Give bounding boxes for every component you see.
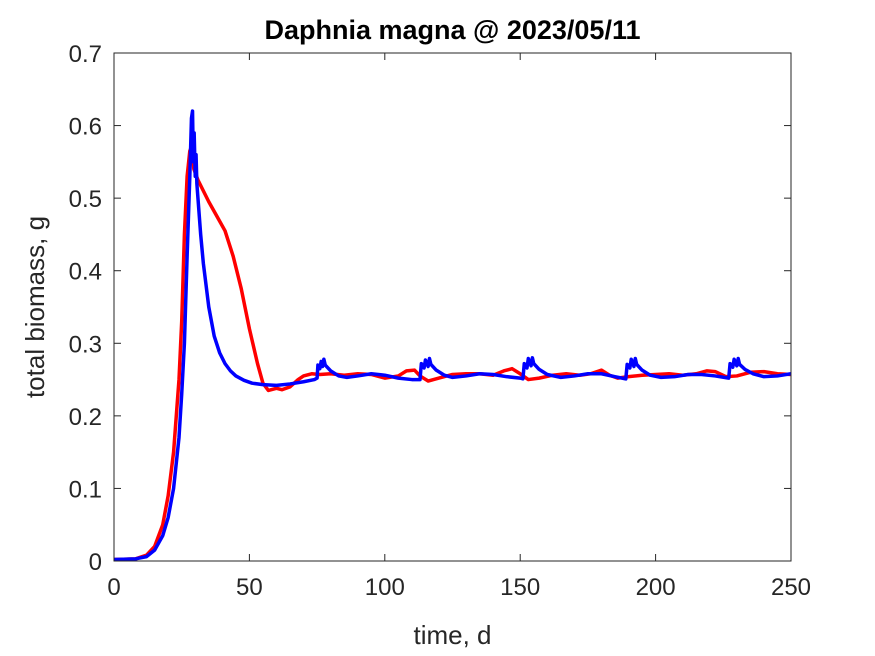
x-tick-label: 50 bbox=[236, 574, 263, 601]
y-tick-label: 0.1 bbox=[69, 476, 102, 503]
y-tick-label: 0.4 bbox=[69, 259, 102, 286]
tick-layer: 0 50 100 150 200 250 0 0.1 0.2 0.3 0.4 0.5 0.6 0.7 bbox=[69, 41, 811, 601]
y-tick-label: 0.3 bbox=[69, 331, 102, 358]
x-tick-label: 0 bbox=[107, 574, 120, 601]
y-tick-label: 0 bbox=[89, 549, 102, 576]
x-tick-label: 150 bbox=[500, 574, 540, 601]
series-layer bbox=[114, 109, 791, 561]
x-tick-label: 200 bbox=[636, 574, 676, 601]
plot-area bbox=[114, 53, 791, 561]
plot-frame bbox=[113, 52, 792, 562]
x-axis-label: time, d bbox=[413, 620, 491, 650]
y-tick-label: 0.5 bbox=[69, 186, 102, 213]
y-axis-label: total biomass, g bbox=[20, 216, 50, 398]
y-tick-label: 0.6 bbox=[69, 114, 102, 141]
y-tick-label: 0.2 bbox=[69, 404, 102, 431]
x-tick-label: 250 bbox=[771, 574, 811, 601]
x-tick-label: 100 bbox=[365, 574, 405, 601]
series-line-2 bbox=[114, 109, 791, 561]
chart-title: Daphnia magna @ 2023/05/11 bbox=[264, 15, 640, 45]
y-tick-label: 0.7 bbox=[69, 41, 102, 68]
